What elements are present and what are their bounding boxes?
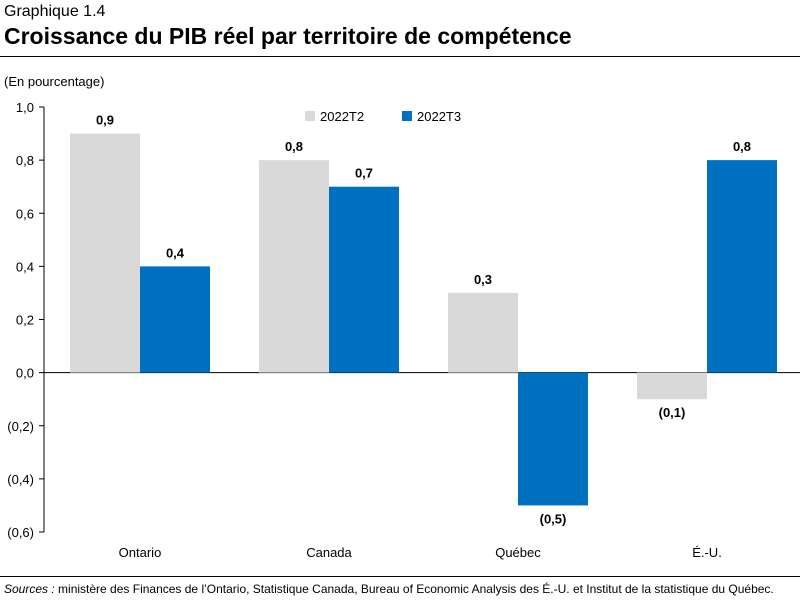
data-label: 0,4 (166, 245, 185, 260)
y-tick-label: 0,0 (16, 366, 34, 381)
chart-header: Graphique 1.4 Croissance du PIB réel par… (4, 2, 572, 50)
legend-label: 2022T2 (320, 109, 364, 124)
bar-2022T3-Canada (329, 186, 399, 373)
legend-label: 2022T3 (417, 109, 461, 124)
bar-2022T3-É.-U. (707, 160, 777, 373)
data-label: (0,5) (540, 511, 567, 526)
source-note: Sources : ministère des Finances de l’On… (4, 582, 774, 596)
source-divider (0, 576, 800, 577)
data-label: 0,9 (96, 113, 114, 128)
y-unit-label: (En pourcentage) (4, 74, 104, 89)
data-label: 0,3 (474, 272, 492, 287)
data-label: 0,7 (355, 166, 373, 181)
bar-2022T2-Canada (259, 160, 329, 373)
graph-number-label: Graphique 1.4 (4, 3, 106, 20)
y-tick-label: (0,4) (7, 472, 34, 487)
source-lead: Sources : (4, 582, 55, 596)
x-tick-label: Québec (495, 545, 541, 560)
bar-2022T3-Québec (518, 372, 588, 506)
legend-swatch-2022T2 (305, 111, 315, 121)
x-tick-label: É.-U. (692, 545, 722, 560)
data-label: 0,8 (285, 139, 303, 154)
bar-2022T3-Ontario (140, 266, 210, 373)
y-tick-label: 0,4 (16, 259, 34, 274)
title-divider (0, 56, 800, 57)
y-tick-label: 0,6 (16, 206, 34, 221)
chart-title: Croissance du PIB réel par territoire de… (4, 23, 572, 49)
y-tick-label: 0,2 (16, 313, 34, 328)
x-tick-label: Ontario (119, 545, 162, 560)
bar-2022T2-Québec (448, 292, 518, 373)
legend-swatch-2022T3 (402, 111, 412, 121)
y-tick-label: (0,6) (7, 525, 34, 540)
bar-2022T2-É.-U. (637, 372, 707, 400)
data-label: (0,1) (659, 405, 686, 420)
data-label: 0,8 (733, 139, 751, 154)
x-tick-label: Canada (306, 545, 352, 560)
y-tick-label: 0,8 (16, 153, 34, 168)
y-tick-label: 1,0 (16, 100, 34, 115)
source-text: ministère des Finances de l’Ontario, Sta… (54, 582, 774, 596)
bar-2022T2-Ontario (70, 133, 140, 373)
y-tick-label: (0,2) (7, 419, 34, 434)
